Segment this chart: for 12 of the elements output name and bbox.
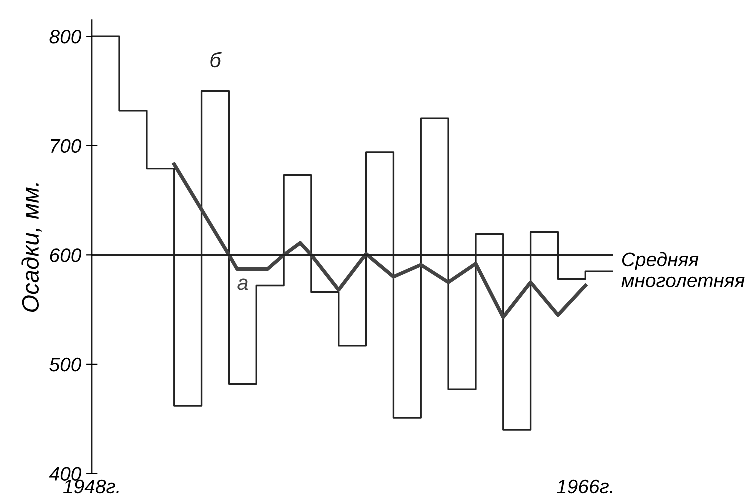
y-tick-label: 400 <box>49 467 82 481</box>
y-axis-title: Осадки, мм. <box>22 184 42 312</box>
x-tick-label: 1948г. <box>63 480 119 494</box>
line-series <box>172 162 588 320</box>
series-label: б <box>210 52 222 68</box>
series-label: а <box>238 278 248 290</box>
y-tick-label: 800 <box>50 30 82 44</box>
y-tick-label: 500 <box>50 358 82 372</box>
x-tick-label: 1966г. <box>557 480 612 494</box>
ref-line-label: Средняя многолетняя <box>622 252 745 288</box>
y-tick-label: 700 <box>51 139 82 154</box>
y-tick-label: 600 <box>50 248 82 262</box>
